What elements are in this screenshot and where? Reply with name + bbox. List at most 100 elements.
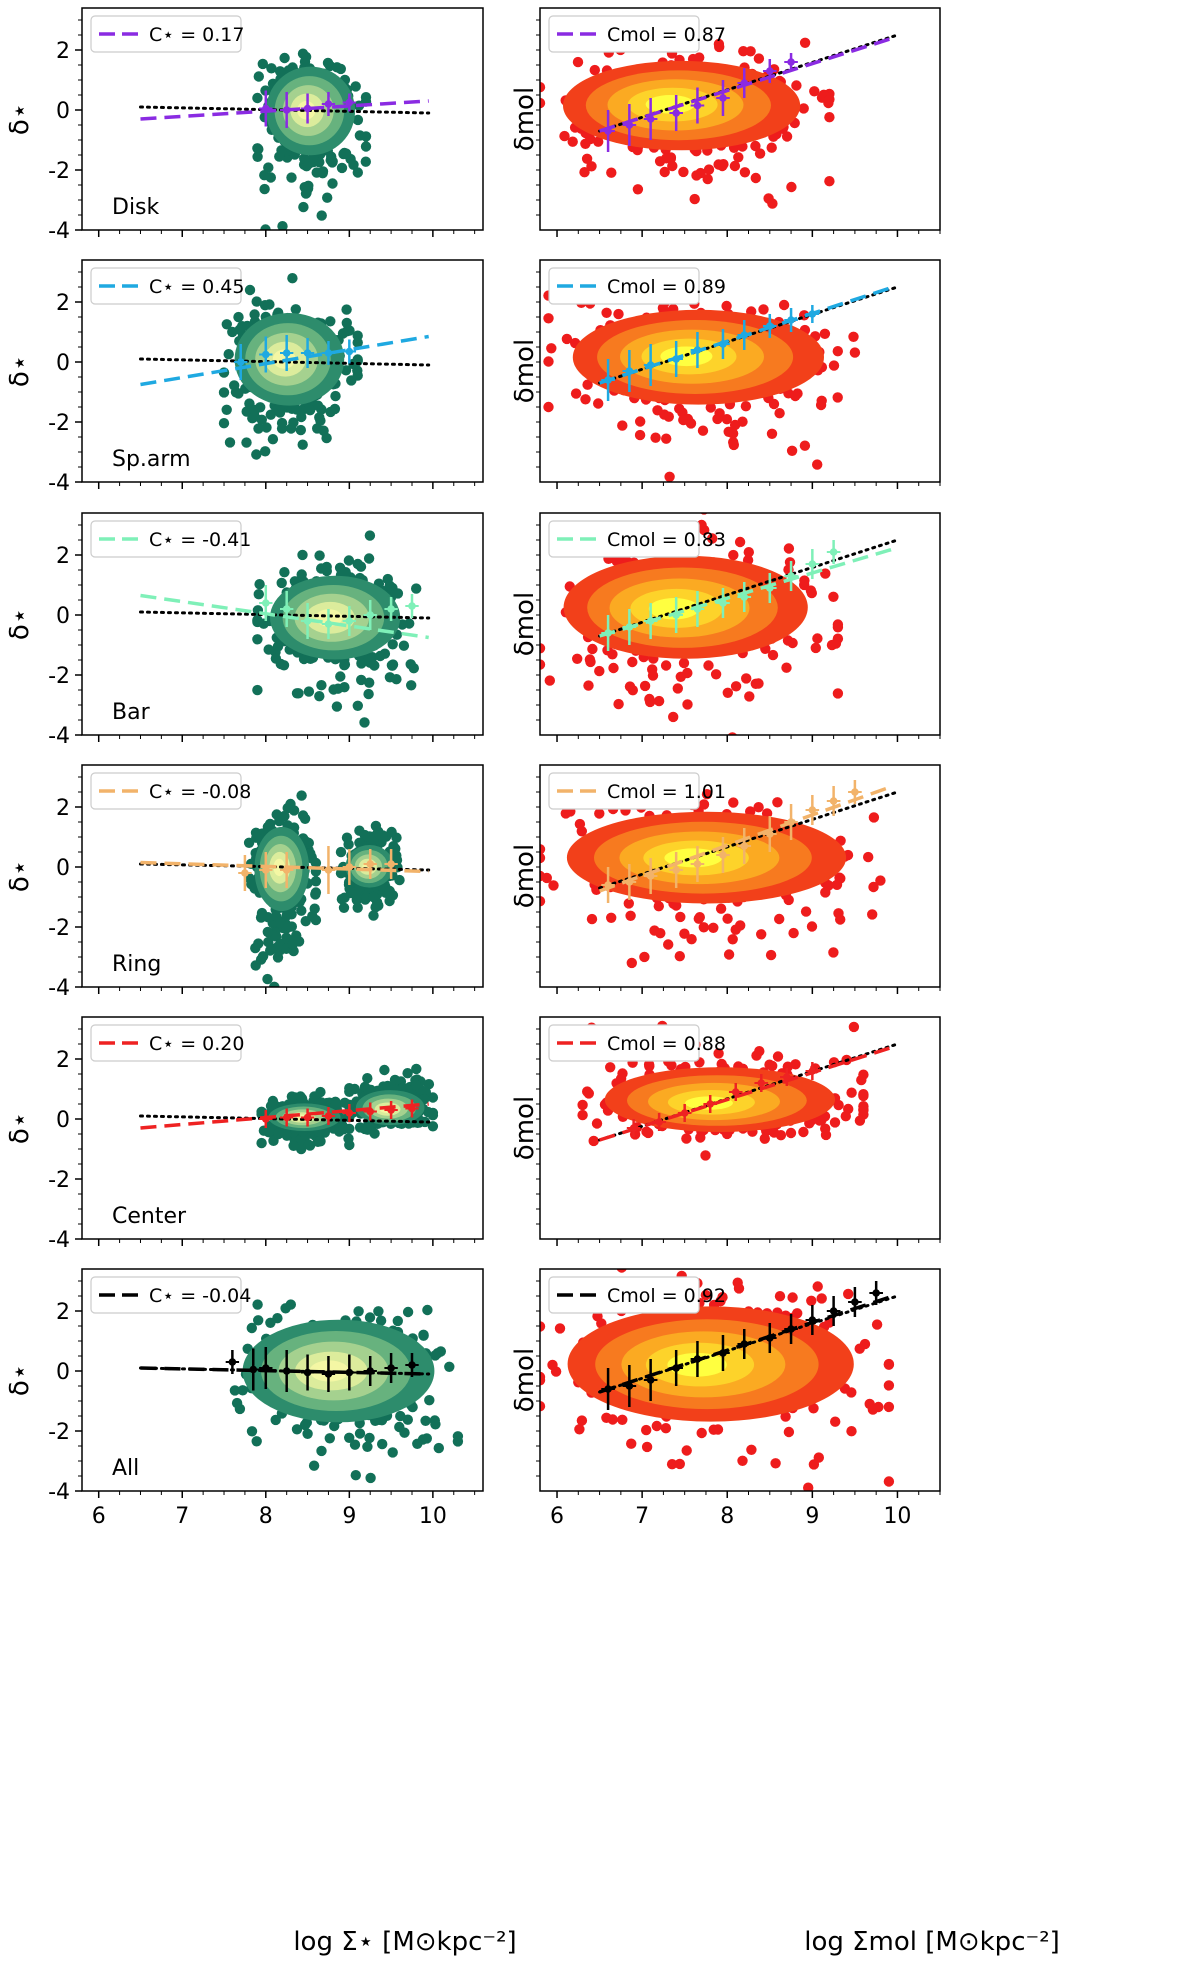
scatter-point <box>314 550 325 561</box>
legend-box <box>548 1024 700 1062</box>
scatter-point <box>786 445 798 456</box>
y-tick-label: 2 <box>56 39 70 64</box>
scatter-point <box>352 337 363 348</box>
scatter-point <box>572 653 583 664</box>
scatter-point <box>871 1319 883 1330</box>
binned-point <box>716 1335 730 1371</box>
scatter-point <box>653 695 665 707</box>
panel-center-left: C⋆ = 0.20 Center -4 -2 0 2 δ⋆ <box>5 1016 484 1253</box>
scatter-point <box>392 1315 403 1327</box>
binned-point <box>279 852 294 888</box>
scatter-point <box>744 691 755 702</box>
bin-marker <box>757 1079 766 1087</box>
scatter-point <box>291 1424 303 1435</box>
scatter-point <box>330 390 341 402</box>
scatter-point <box>655 928 666 939</box>
scatter-point <box>572 56 584 68</box>
scatter-point <box>252 151 263 162</box>
binned-point <box>342 339 357 364</box>
y-tick-label: 0 <box>56 604 70 629</box>
scatter-point <box>708 922 719 933</box>
scatter-point <box>350 81 361 92</box>
scatter-point <box>832 688 844 699</box>
scatter-point <box>737 1455 748 1467</box>
scatter-point <box>800 906 812 917</box>
bin-marker <box>345 617 354 625</box>
scatter-point <box>644 696 656 708</box>
y-tick-label: -2 <box>48 1168 70 1193</box>
scatter-point <box>753 53 765 64</box>
bin-marker <box>672 1364 680 1372</box>
scatter-point <box>304 405 316 416</box>
legend-label: C⋆ = 0.17 <box>149 24 244 46</box>
scatter-point <box>652 405 663 416</box>
binned-point <box>848 780 862 804</box>
scatter-point <box>833 1099 844 1111</box>
scatter-point <box>218 387 230 398</box>
scatter-point <box>812 633 823 644</box>
scatter-point <box>221 319 232 330</box>
y-tick-label: 2 <box>56 544 70 569</box>
bin-marker <box>303 1113 312 1122</box>
bin-marker <box>693 1355 702 1363</box>
scatter-point <box>791 80 802 91</box>
legend-label: Cmol = 0.88 <box>607 1033 726 1055</box>
binned-point <box>622 864 637 900</box>
panel-all-right: Cmol = 0.92 δmol 6 7 8 9 10 <box>510 1257 941 1529</box>
scatter-point <box>726 247 736 257</box>
binned-point <box>300 93 315 124</box>
scatter-point <box>783 543 795 554</box>
panel-sparm-left: C⋆ = 0.45 Sp.arm -4 -2 0 2 δ⋆ <box>5 259 484 496</box>
axes-frame <box>81 7 484 231</box>
scatter-point <box>352 354 363 365</box>
scatter-point <box>828 947 839 958</box>
scatter-point <box>691 1257 701 1267</box>
bin-marker <box>408 1361 416 1369</box>
x-tick-label: 9 <box>805 1504 819 1529</box>
bin-marker <box>719 94 727 102</box>
scatter-point <box>337 567 348 578</box>
scatter-point <box>330 1100 341 1111</box>
scatter-point <box>547 1359 558 1371</box>
scatter-point <box>316 1445 327 1457</box>
scatter-point <box>586 913 598 925</box>
bin-marker <box>604 1385 612 1393</box>
scatter-point <box>723 426 734 437</box>
scatter-point <box>681 1445 692 1456</box>
scatter-point <box>663 939 674 950</box>
scatter-point <box>249 404 261 416</box>
scatter-point <box>627 685 638 696</box>
binned-point <box>784 804 798 840</box>
bin-marker <box>387 1364 395 1372</box>
scatter-point <box>299 56 311 67</box>
scatter-point <box>265 172 276 183</box>
bin-marker <box>604 127 612 135</box>
y-axis-label: δmol <box>510 87 540 151</box>
scatter-point <box>657 302 669 314</box>
panel-all-left: C⋆ = -0.04 All -4 -2 0 2 δ⋆ 6 7 8 9 10 <box>5 1268 484 1529</box>
scatter-point <box>858 1105 869 1116</box>
scatter-point <box>253 1315 264 1326</box>
bin-marker <box>706 1100 715 1108</box>
bin-marker <box>731 1088 740 1096</box>
scatter-point <box>625 910 636 921</box>
scatter-point <box>316 680 327 691</box>
y-tick-label: 2 <box>56 1048 70 1073</box>
binned-point <box>601 359 615 401</box>
binned-point <box>677 1104 692 1122</box>
scatter-point <box>352 370 363 381</box>
scatter-point <box>398 640 410 651</box>
scatter-point <box>251 832 262 843</box>
axes-frame <box>539 1268 941 1492</box>
scatter-point <box>702 173 713 185</box>
bin-marker <box>808 1067 817 1075</box>
scatter-point <box>798 103 809 114</box>
scatter-point <box>252 634 263 645</box>
scatter-point <box>833 908 844 919</box>
scatter-point <box>540 97 546 109</box>
legend-box <box>90 267 242 305</box>
binned-point <box>826 1296 841 1326</box>
bin-marker <box>655 1118 663 1126</box>
binned-point <box>643 603 658 639</box>
scatter-point <box>753 802 764 813</box>
